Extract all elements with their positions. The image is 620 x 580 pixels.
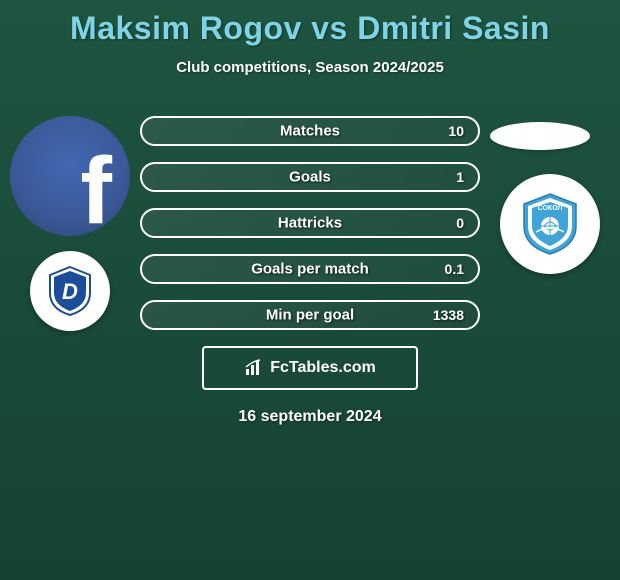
stat-bar-value: 10 [448,123,464,139]
footer-date: 16 september 2024 [0,408,620,426]
player-right-club-badge: СОКОЛ [500,174,600,274]
svg-text:D: D [62,279,78,304]
stat-bar-label: Matches [142,123,478,140]
stat-bar-value: 0 [456,215,464,231]
stats-bars: Matches 10 Goals 1 Hattricks 0 Goals per… [140,116,480,330]
dinamo-crest-icon: D [42,263,98,319]
watermark-text: FcTables.com [270,359,376,377]
stat-bar: Goals per match 0.1 [140,254,480,284]
svg-text:СОКОЛ: СОКОЛ [538,205,563,212]
stat-bar-value: 1338 [433,307,464,323]
page-title: Maksim Rogov vs Dmitri Sasin [0,0,620,47]
player-left-avatar [10,116,130,236]
stat-bar: Goals 1 [140,162,480,192]
player-left-club-badge: D [30,251,110,331]
stat-bar-label: Min per goal [142,307,478,324]
stat-bar-label: Goals per match [142,261,478,278]
stat-bar-value: 1 [456,169,464,185]
stat-bar: Min per goal 1338 [140,300,480,330]
stat-bar: Hattricks 0 [140,208,480,238]
page-subtitle: Club competitions, Season 2024/2025 [0,59,620,76]
stat-bar-value: 0.1 [445,261,464,277]
player-right-photo-oval [490,122,590,150]
stat-bar: Matches 10 [140,116,480,146]
watermark-box: FcTables.com [202,346,418,390]
bar-chart-icon [244,359,264,377]
sokol-crest-icon: СОКОЛ [514,188,586,260]
content-area: D СОКОЛ Matches 10 Goals 1 Hattricks [0,116,620,426]
stat-bar-label: Goals [142,169,478,186]
stat-bar-label: Hattricks [142,215,478,232]
